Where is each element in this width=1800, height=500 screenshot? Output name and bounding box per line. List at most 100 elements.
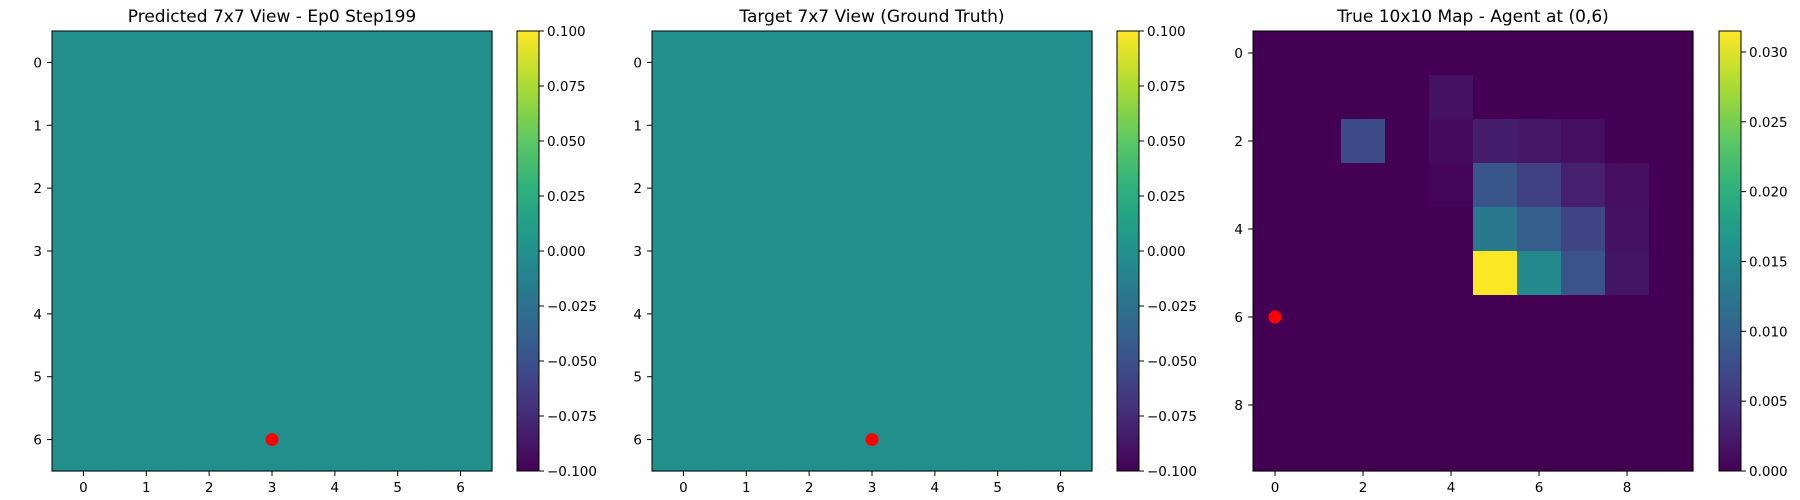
heatmap-cell <box>1605 427 1650 472</box>
x-tick-label: 3 <box>268 480 277 496</box>
x-tick-label: 2 <box>1359 480 1368 496</box>
heatmap-cell <box>177 219 242 284</box>
x-tick-label: 8 <box>1623 480 1632 496</box>
y-tick-label: 6 <box>1234 310 1243 326</box>
heatmap-cell <box>1517 75 1562 120</box>
y-tick-label: 8 <box>1234 398 1243 414</box>
heatmap-cell <box>366 408 430 472</box>
y-tick-label: 4 <box>33 307 42 323</box>
heatmap-cell <box>366 282 430 346</box>
colorbar-tick-label: −0.100 <box>1147 464 1197 480</box>
y-tick-label: 2 <box>1234 134 1243 150</box>
heatmap-cell <box>1029 219 1093 284</box>
heatmap-cell <box>429 93 493 158</box>
heatmap-cell <box>1473 31 1518 76</box>
agent-marker <box>265 433 279 447</box>
heatmap-cell <box>652 219 716 284</box>
heatmap-cell <box>1297 163 1342 208</box>
x-tick-label: 5 <box>393 480 402 496</box>
heatmap-cell <box>652 282 716 346</box>
colorbar-tick-label: −0.050 <box>547 354 597 370</box>
heatmap-cell <box>303 219 367 284</box>
colorbar-tick-label: 0.050 <box>1147 134 1186 150</box>
heatmap-cell <box>1341 31 1386 76</box>
heatmap-cell <box>714 219 779 284</box>
heatmap-cell <box>1429 339 1474 384</box>
x-tick-label: 0 <box>679 480 688 496</box>
heatmap-cell <box>1297 31 1342 76</box>
heatmap-cell <box>1297 251 1342 296</box>
colorbar-tick-label: −0.100 <box>547 464 597 480</box>
heatmap-cell <box>840 345 905 409</box>
heatmap-cell <box>303 345 367 409</box>
x-tick-label: 6 <box>1535 480 1544 496</box>
heatmap-cell <box>1029 31 1093 95</box>
heatmap-cell <box>777 93 842 158</box>
heatmap-cell <box>114 282 179 346</box>
heatmap-cell <box>1517 31 1562 76</box>
colorbar-tick-label: 0.000 <box>1749 464 1788 480</box>
heatmap-cell <box>114 219 179 284</box>
heatmap-cell <box>1605 75 1650 120</box>
colorbar-tick-label: 0.100 <box>1147 24 1186 40</box>
heatmap-cell <box>1253 427 1298 472</box>
heatmap-cell <box>1385 295 1430 340</box>
colorbar-tick-label: −0.075 <box>1147 409 1197 425</box>
heatmap-cell <box>303 408 367 472</box>
heatmap-cell <box>777 282 842 346</box>
heatmap-cell <box>1253 119 1298 164</box>
agent-marker <box>1268 310 1282 324</box>
heatmap-cell <box>52 282 116 346</box>
colorbar-tick-label: −0.075 <box>547 409 597 425</box>
heatmap-cell <box>1385 427 1430 472</box>
heatmap-cell <box>1561 119 1606 164</box>
heatmap-cell <box>1341 251 1386 296</box>
heatmap-cell <box>1605 31 1650 76</box>
heatmap-cell <box>366 345 430 409</box>
y-tick-label: 1 <box>633 118 642 134</box>
heatmap-cell <box>1253 251 1298 296</box>
heatmap-cell <box>52 93 116 158</box>
heatmap-cell <box>1297 383 1342 428</box>
heatmap-cell <box>1297 119 1342 164</box>
heatmap-cell <box>1649 31 1694 76</box>
heatmap-cell <box>1473 295 1518 340</box>
y-tick-label: 0 <box>33 55 42 71</box>
colorbar-tick-label: 0.050 <box>547 134 586 150</box>
heatmap-cell <box>1341 427 1386 472</box>
y-tick-label: 6 <box>633 433 642 449</box>
heatmap-cell <box>429 31 493 95</box>
heatmap-cell <box>1605 295 1650 340</box>
heatmap-cell <box>840 219 905 284</box>
heatmap-cell <box>1649 207 1694 252</box>
colorbar-tick-label: 0.025 <box>1147 189 1186 205</box>
heatmap-cell <box>1341 383 1386 428</box>
heatmap-cell <box>1517 295 1562 340</box>
y-tick-label: 4 <box>633 307 642 323</box>
colorbar <box>1718 30 1742 472</box>
heatmap-cell <box>1253 339 1298 384</box>
heatmap-cell <box>714 282 779 346</box>
heatmap-cell <box>366 31 430 95</box>
heatmap-cell <box>1561 383 1606 428</box>
chart-title: True 10x10 Map - Agent at (0,6) <box>1336 7 1609 27</box>
heatmap-cell <box>840 156 905 221</box>
x-tick-label: 0 <box>79 480 88 496</box>
heatmap-cell <box>1253 383 1298 428</box>
heatmap-cell <box>1297 339 1342 384</box>
heatmap-cell <box>966 93 1030 158</box>
heatmap-cell <box>114 156 179 221</box>
x-tick-label: 3 <box>868 480 877 496</box>
heatmap-cell <box>1029 345 1093 409</box>
heatmap-cell <box>1385 119 1430 164</box>
colorbar <box>516 30 540 472</box>
heatmap-cell <box>1517 251 1562 296</box>
heatmap-cell <box>714 93 779 158</box>
heatmap-cell <box>1385 251 1430 296</box>
colorbar <box>1116 30 1140 472</box>
heatmap-cell <box>240 31 305 95</box>
heatmap-cell <box>1517 383 1562 428</box>
x-tick-label: 2 <box>805 480 814 496</box>
heatmap-cell <box>240 219 305 284</box>
heatmap-cell <box>1429 31 1474 76</box>
